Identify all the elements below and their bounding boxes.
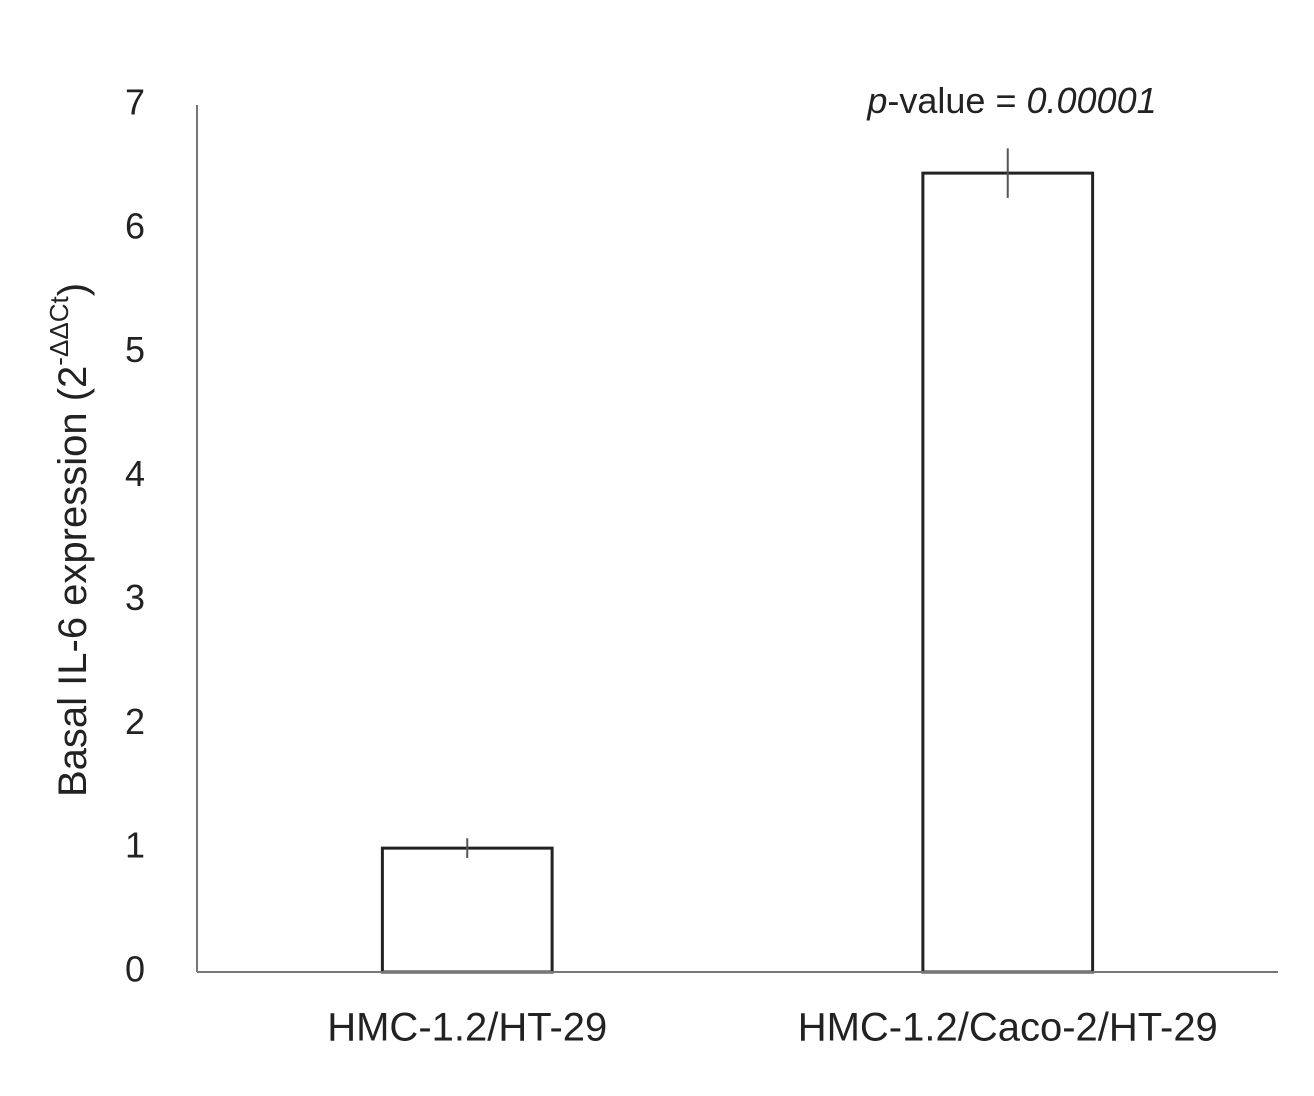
bar [380,846,554,974]
y-axis-label-end: ) [51,283,95,296]
y-tick-label: 5 [125,329,145,370]
annotation: p-value = 0.00001 [866,80,1156,121]
y-axis-label-main: Basal IL-6 expression (2 [51,366,95,797]
x-tick-label: HMC-1.2/Caco-2/HT-29 [798,1006,1218,1050]
y-tick-label: 3 [125,577,145,618]
x-tick-label: HMC-1.2/HT-29 [327,1006,607,1050]
y-tick-label: 6 [125,205,145,246]
y-axis-label: Basal IL-6 expression (2-ΔΔCt) [44,283,95,797]
y-tick-label: 0 [125,949,145,990]
annotation-p: p [866,80,887,121]
y-tick-label: 4 [125,453,145,494]
annotation-value: 0.00001 [1026,80,1156,121]
y-axis-label-sup: -ΔΔCt [44,296,74,366]
annotation-text: -value = [887,80,1026,121]
y-tick-label: 2 [125,701,145,742]
bar [921,171,1095,974]
y-tick-label: 1 [125,825,145,866]
y-tick-label: 7 [125,82,145,123]
